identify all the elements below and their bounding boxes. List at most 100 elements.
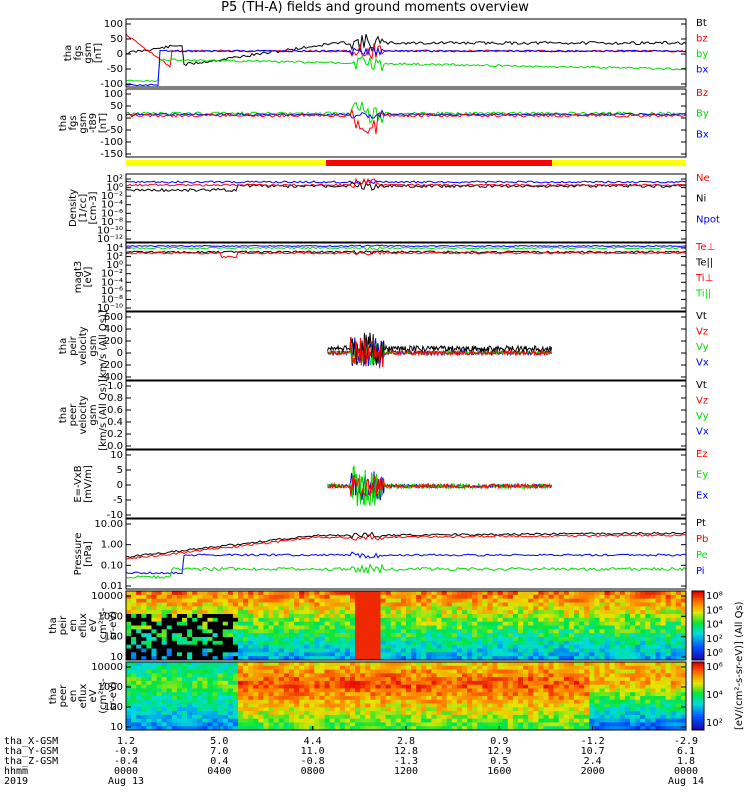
heat-cell	[370, 644, 376, 649]
heat-cell	[431, 594, 438, 600]
colorbar-cell	[692, 662, 704, 665]
heat-cell	[232, 606, 239, 611]
heat-cell	[344, 718, 351, 723]
heat-cell	[176, 669, 183, 674]
heat-cell	[436, 637, 443, 642]
y-tick-label: 10	[110, 652, 123, 663]
heat-cell	[314, 656, 320, 661]
heat-cell	[380, 598, 387, 603]
heat-cell	[609, 703, 616, 708]
heat-cell	[406, 684, 412, 689]
heat-cell	[512, 714, 519, 720]
heat-cell	[217, 673, 224, 678]
heat-cell	[574, 598, 580, 603]
heat-cell	[487, 625, 494, 630]
heat-cell	[390, 621, 397, 626]
heat-cell	[400, 617, 407, 623]
heat-cell	[574, 594, 580, 600]
heat-cell	[497, 684, 504, 689]
heat-cell	[441, 707, 448, 712]
heat-cell	[370, 606, 376, 611]
heat-cell	[360, 591, 366, 596]
heat-cell	[207, 606, 214, 611]
heat-cell	[579, 598, 585, 603]
heat-cell	[619, 629, 626, 634]
heat-cell	[426, 617, 432, 623]
heat-cell	[360, 614, 366, 619]
heat-cell	[182, 591, 188, 596]
heat-cell	[268, 644, 275, 649]
heat-cell	[263, 644, 270, 649]
heat-cell	[558, 726, 565, 731]
heat-cell	[171, 621, 178, 626]
heat-cell	[151, 629, 158, 634]
heat-cell	[512, 652, 519, 657]
heat-cell	[655, 629, 662, 634]
heat-cell	[187, 707, 193, 712]
heat-cell	[502, 640, 509, 646]
heat-cell	[400, 707, 407, 712]
heat-cell	[533, 591, 539, 596]
heat-cell	[563, 688, 570, 693]
heat-cell	[650, 606, 656, 611]
heat-cell	[574, 637, 580, 642]
heat-cell	[151, 692, 158, 697]
heat-cell	[400, 692, 407, 697]
heat-cell	[472, 703, 478, 708]
heat-cell	[350, 621, 356, 626]
heat-cell	[360, 644, 366, 649]
colorbar-cell	[692, 595, 704, 599]
y-axis-label-line: [nPa]	[83, 541, 94, 567]
heat-cell	[248, 621, 254, 626]
heat-cell	[472, 614, 478, 619]
heat-cell	[263, 699, 270, 705]
heat-cell	[329, 610, 336, 615]
heat-cell	[548, 669, 555, 674]
y-tick-label: 0.6	[107, 405, 123, 416]
heat-cell	[288, 714, 295, 720]
heat-cell	[538, 703, 544, 708]
heat-cell	[355, 726, 361, 731]
heat-cell	[141, 711, 147, 716]
heat-cell	[283, 629, 290, 634]
heat-cell	[624, 652, 631, 657]
heat-cell	[568, 688, 575, 693]
heat-cell	[416, 662, 422, 667]
heat-cell	[273, 699, 280, 705]
heat-cell	[456, 625, 463, 630]
heat-cell	[344, 673, 351, 678]
heat-cell	[456, 699, 463, 705]
heat-cell	[400, 673, 407, 678]
heat-cell	[161, 722, 168, 727]
heat-cell	[680, 726, 687, 731]
heat-cell	[375, 684, 382, 689]
colorbar-cell	[692, 639, 704, 643]
heat-cell	[635, 662, 641, 667]
heat-cell	[253, 677, 259, 682]
heat-cell	[329, 614, 336, 619]
heat-cell	[151, 722, 158, 727]
heat-cell	[334, 644, 341, 649]
heat-cell	[248, 677, 254, 682]
heat-cell	[528, 692, 534, 697]
colorbar-tick: 10⁸	[706, 591, 723, 602]
heat-cell	[146, 696, 152, 701]
heat-cell	[635, 621, 641, 626]
heat-cell	[568, 677, 575, 682]
heat-cell	[680, 677, 687, 682]
heat-cell	[380, 629, 387, 634]
heat-cell	[645, 629, 651, 634]
heat-cell	[217, 648, 224, 653]
heat-cell	[528, 637, 534, 642]
heat-cell	[161, 598, 168, 603]
heat-cell	[411, 644, 417, 649]
heat-cell	[131, 610, 137, 615]
heat-cell	[680, 606, 687, 611]
heat-cell	[365, 640, 371, 646]
heat-cell	[563, 714, 570, 720]
heat-cell	[395, 703, 402, 708]
heat-cell	[594, 629, 600, 634]
heat-cell	[238, 656, 244, 661]
heat-cell	[238, 602, 244, 607]
heat-cell	[675, 591, 682, 596]
